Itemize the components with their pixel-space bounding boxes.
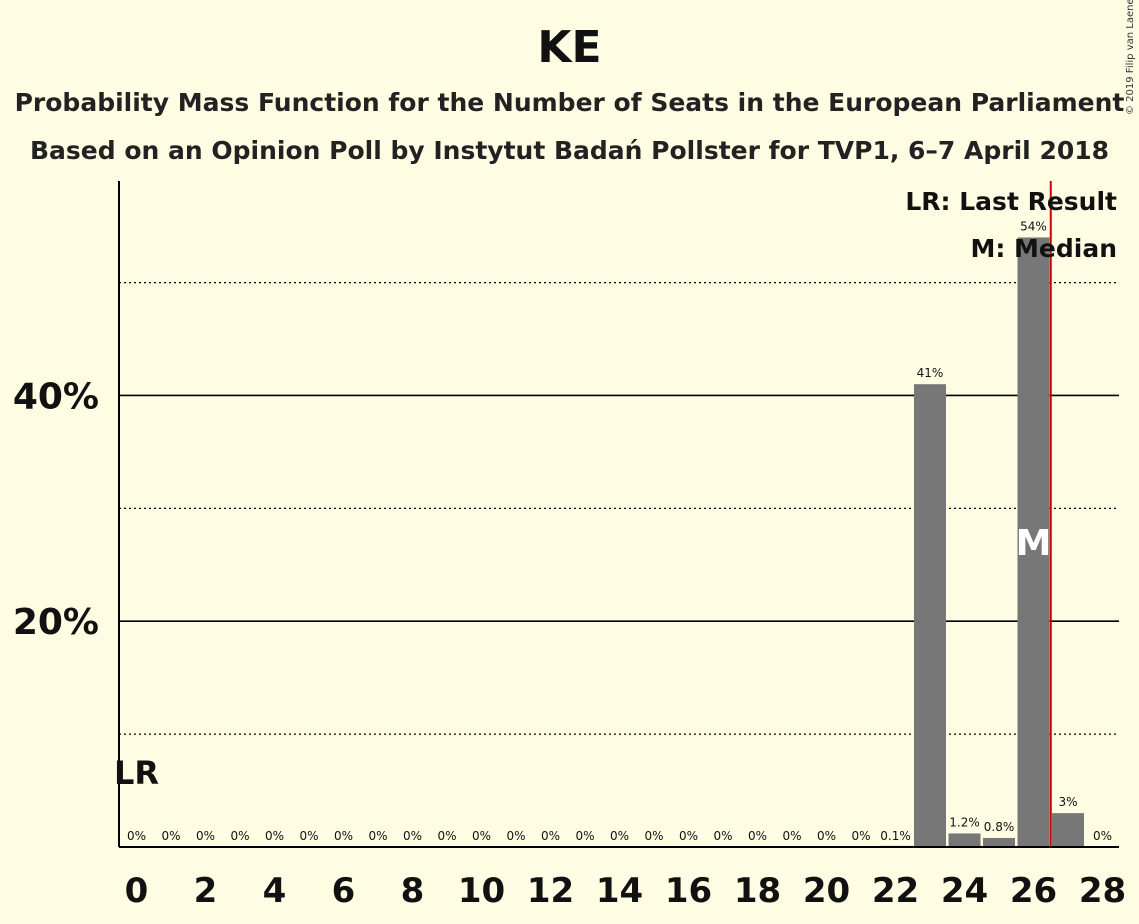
data-label-seat-27: 3% (1058, 795, 1077, 809)
data-label-seat-22: 0.1% (880, 829, 911, 843)
data-label-seat-21: 0% (851, 829, 870, 843)
data-label-seat-3: 0% (230, 829, 249, 843)
data-label-seat-18: 0% (748, 829, 767, 843)
data-label-seat-6: 0% (334, 829, 353, 843)
data-label-seat-12: 0% (541, 829, 560, 843)
x-tick-label: 2 (194, 871, 218, 911)
data-label-seat-14: 0% (610, 829, 629, 843)
data-label-seat-19: 0% (782, 829, 801, 843)
x-tick-label: 8 (401, 871, 425, 911)
data-labels: 0% 0% 0% 0% 0% 0% 0% 0% 0% 0% 0% 0% 0% 0% 0% 0% 0% 0% 0% 0%… (127, 219, 1112, 843)
x-tick-label: 4 (263, 871, 287, 911)
axes: 20%40%0 2 4 6 8 10 12 14 16 18 20 22 24 26 28 (13, 181, 1126, 911)
chart-subtitle-line-2: Based on an Opinion Poll by Instytut Bad… (29, 136, 1110, 165)
gridlines (119, 281, 1119, 735)
data-label-seat-16: 0% (679, 829, 698, 843)
bar-seat-27 (1052, 813, 1084, 847)
x-tick-label: 12 (527, 871, 574, 911)
data-label-seat-5: 0% (299, 829, 318, 843)
x-tick-label: 24 (941, 871, 988, 911)
x-tick-label: 18 (734, 871, 781, 911)
median-marker: M (1016, 523, 1052, 564)
y-tick-label: 40% (13, 376, 99, 417)
x-tick-label: 28 (1079, 871, 1126, 911)
bar-seat-24 (948, 833, 981, 847)
bar-seat-23 (914, 384, 946, 847)
data-label-seat-25: 0.8% (984, 820, 1015, 834)
data-label-seat-24: 1.2% (949, 815, 980, 829)
data-label-seat-8: 0% (403, 829, 422, 843)
data-label-seat-2: 0% (196, 829, 215, 843)
legend-entry: LR: Last Result (905, 187, 1117, 216)
data-label-seat-0: 0% (127, 829, 146, 843)
last-result-marker: LR (114, 754, 159, 792)
data-label-seat-13: 0% (575, 829, 594, 843)
chart-subtitle-line-1: Probability Mass Function for the Number… (14, 88, 1125, 117)
legend-entry: M: Median (970, 234, 1117, 263)
data-label-seat-4: 0% (265, 829, 284, 843)
bars (879, 181, 1084, 847)
x-tick-label: 16 (665, 871, 712, 911)
bar-seat-26 (1017, 237, 1050, 847)
data-label-seat-23: 41% (917, 366, 944, 380)
y-tick-label: 20% (13, 602, 99, 643)
x-tick-label: 0 (125, 871, 149, 911)
x-tick-label: 10 (458, 871, 505, 911)
x-tick-label: 20 (803, 871, 850, 911)
data-label-seat-7: 0% (368, 829, 387, 843)
data-label-seat-17: 0% (713, 829, 732, 843)
data-label-seat-11: 0% (506, 829, 525, 843)
data-label-seat-9: 0% (437, 829, 456, 843)
x-tick-label: 22 (872, 871, 919, 911)
x-tick-label: 14 (596, 871, 643, 911)
annotations: M LR LR: Last Result M: Median (114, 187, 1117, 792)
data-label-seat-26: 54% (1020, 219, 1047, 233)
x-tick-label: 6 (332, 871, 356, 911)
chart-title: KE (537, 22, 602, 73)
bar-seat-25 (983, 837, 1015, 847)
data-label-seat-1: 0% (161, 829, 180, 843)
data-label-seat-28: 0% (1093, 829, 1112, 843)
data-label-seat-15: 0% (644, 829, 663, 843)
data-label-seat-20: 0% (817, 829, 836, 843)
data-label-seat-10: 0% (472, 829, 491, 843)
x-tick-label: 26 (1010, 871, 1057, 911)
